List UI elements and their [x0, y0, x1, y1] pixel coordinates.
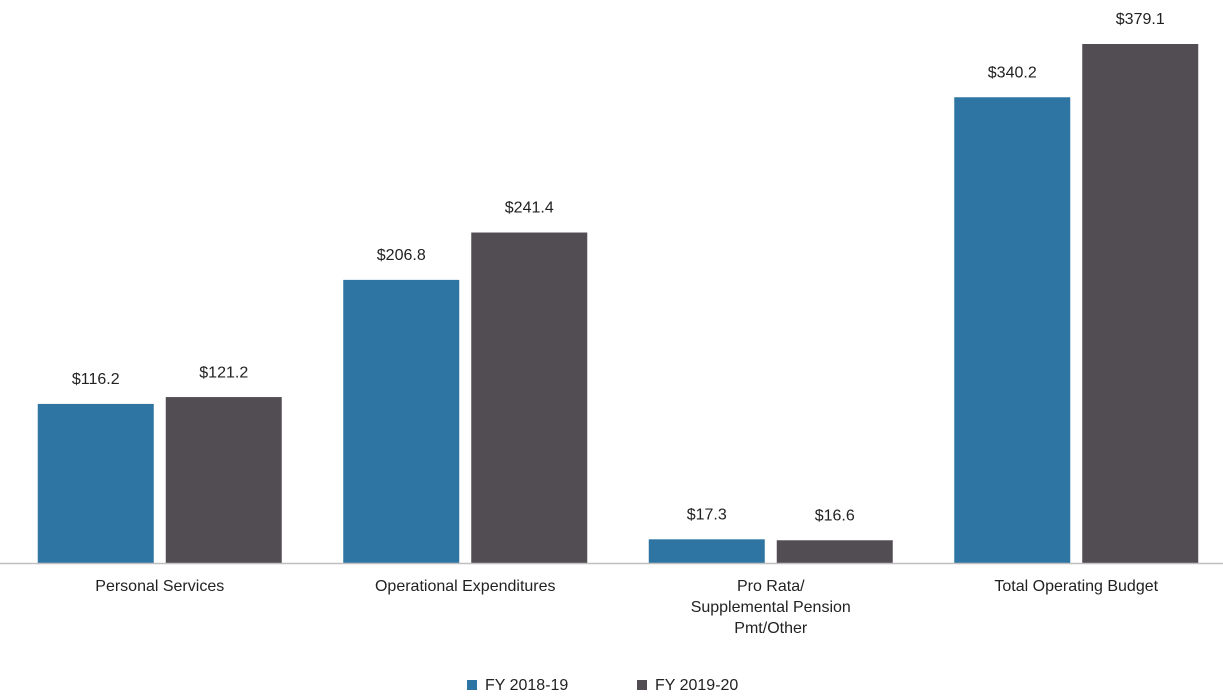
bar: [471, 232, 588, 564]
legend-swatch: [467, 680, 477, 690]
bar: [648, 539, 765, 563]
x-tick-label: Pro Rata/Supplemental Pension Pmt/Other: [691, 578, 851, 637]
bar: [37, 403, 154, 563]
legend-label: FY 2019-20: [655, 677, 738, 694]
data-label: $116.2: [72, 371, 120, 388]
data-label: $17.3: [687, 507, 727, 524]
data-label: $206.8: [377, 247, 426, 264]
data-label: $379.1: [1116, 11, 1165, 28]
data-label: $16.6: [815, 507, 855, 524]
data-label: $121.2: [199, 364, 248, 381]
bar: [343, 279, 460, 563]
bar: [776, 540, 893, 563]
x-tick-label: Total Operating Budget: [994, 578, 1158, 595]
bar: [954, 97, 1071, 563]
data-label: $241.4: [505, 200, 554, 217]
bar: [1082, 44, 1199, 563]
legend-label: FY 2018-19: [485, 677, 568, 694]
data-label: $340.2: [988, 64, 1037, 81]
legend-swatch: [637, 680, 647, 690]
bar: [165, 397, 282, 563]
x-tick-label: Operational Expenditures: [375, 578, 556, 595]
x-tick-label: Personal Services: [95, 578, 224, 595]
